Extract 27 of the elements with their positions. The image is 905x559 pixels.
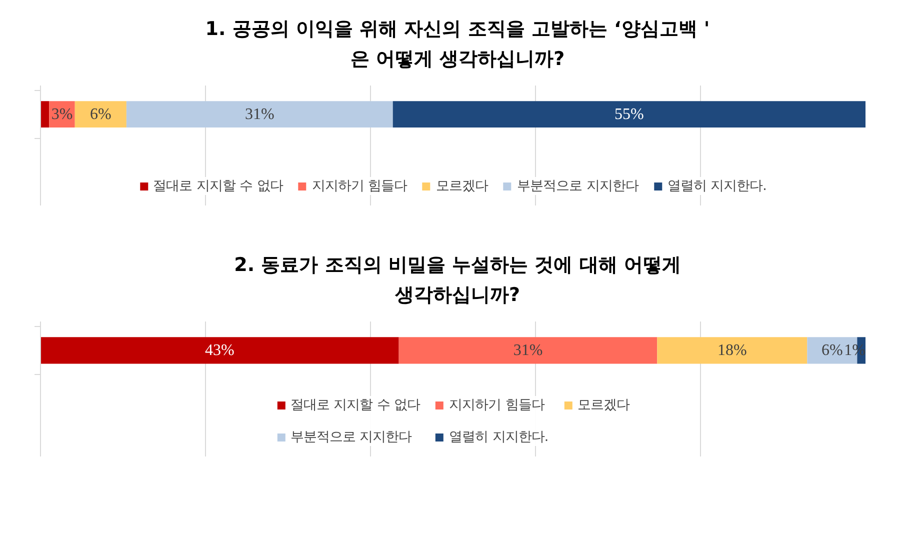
bar	[40, 100, 50, 128]
legend-label: 부분적으로 지지한다	[290, 428, 412, 446]
data-label: 43%	[205, 341, 234, 358]
bar	[126, 100, 393, 128]
bar	[398, 336, 658, 364]
data-label: 55%	[614, 106, 644, 123]
data-label: 18%	[718, 341, 747, 358]
bar	[40, 336, 399, 364]
chart-title: 1. 공공의 이익을 위해 자신의 조직을 고발하는 ‘양심고백 ' 은 어떻게 생각하십니까?	[205, 17, 710, 72]
legend-label: 절대로 지지할 수 없다	[153, 178, 283, 195]
bar	[657, 336, 808, 364]
legend-label: 열렬히 지지한다.	[449, 428, 549, 446]
legend-label: 열렬히 지지한다.	[667, 178, 767, 195]
legend-label: 지지하기 힘들다	[449, 396, 544, 414]
legend-label: 절대로 지지할 수 없다	[290, 396, 420, 414]
chart-title: 2. 동료가 조직의 비밀을 누설하는 것에 대해 어떻게 생각하십니까?	[234, 252, 681, 308]
legend-label: 지지하기 힘들다	[312, 178, 408, 195]
legend-label: 부분적으로 지지한다	[517, 178, 638, 195]
bar	[392, 100, 866, 128]
legend-label: 모르겠다	[436, 178, 488, 195]
data-label: 3%	[51, 106, 73, 123]
data-label: 6%	[90, 106, 112, 123]
data-label: 31%	[513, 341, 543, 358]
legend-label: 모르겠다	[578, 396, 630, 414]
bar	[74, 100, 126, 128]
data-label: 31%	[244, 106, 274, 123]
data-label: 6%	[822, 341, 843, 358]
